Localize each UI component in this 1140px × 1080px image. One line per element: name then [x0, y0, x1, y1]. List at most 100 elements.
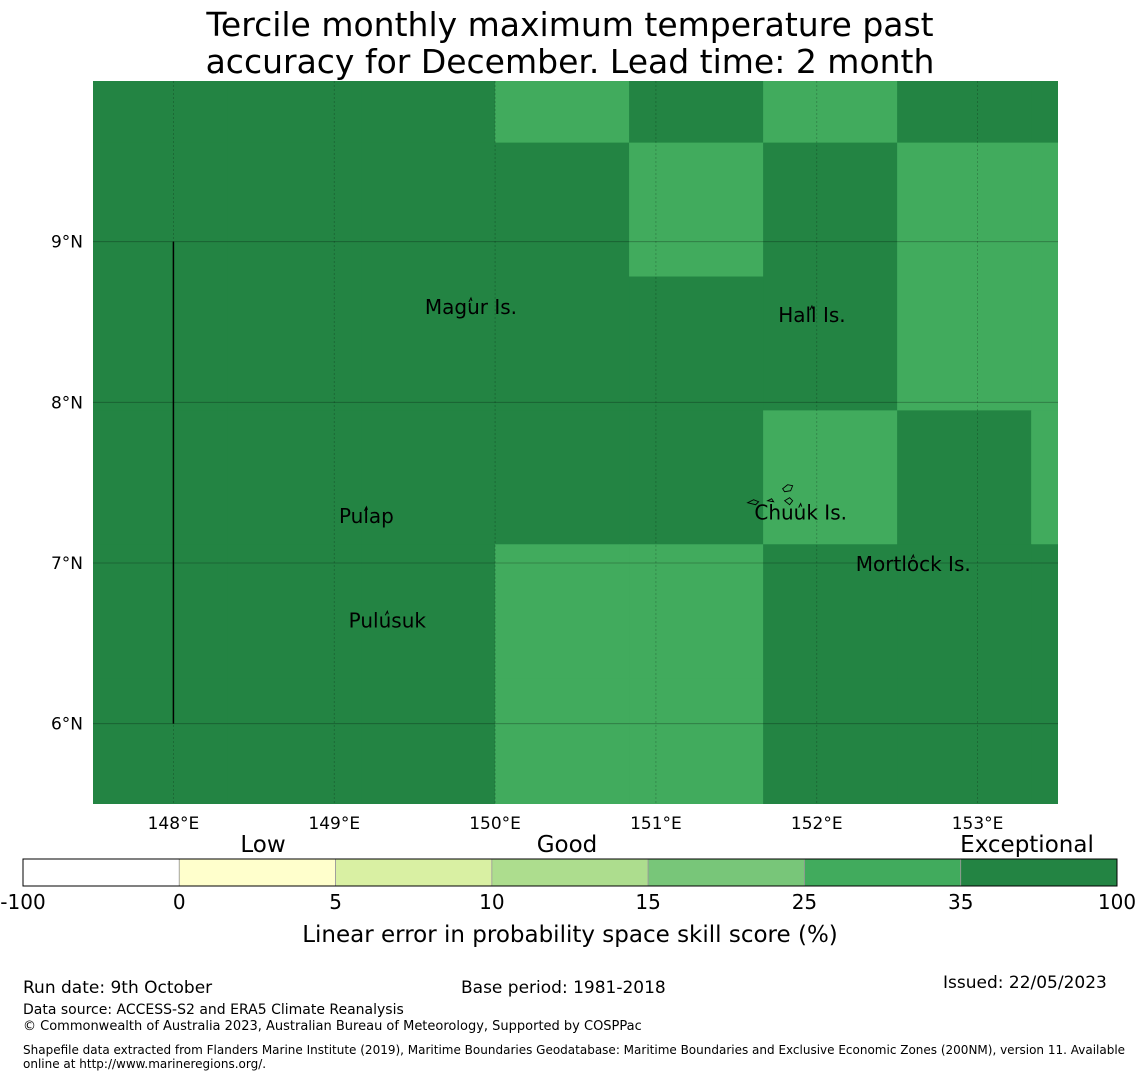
skill-cell — [361, 410, 496, 545]
skill-cell — [495, 142, 630, 277]
map-figure: Magur Is. Hall Is. Pulap Chuuk Is. Mortlock … — [0, 0, 1140, 948]
skill-cell — [897, 544, 1032, 679]
colorbar-tick-label: 35 — [948, 890, 973, 914]
skill-cell — [629, 276, 764, 411]
skill-cell — [361, 678, 496, 804]
skill-cell — [227, 81, 362, 144]
skill-cell — [763, 0, 898, 9]
chart-title: Tercile monthly maximum temperature past… — [0, 6, 1140, 80]
colorbar-category-label: Exceptional — [960, 832, 1094, 858]
latitude-tick-label: 9°N — [51, 233, 83, 253]
colorbar-segment — [22, 858, 180, 887]
latitude-tick-label: 8°N — [51, 393, 83, 413]
skill-cell — [629, 678, 764, 804]
colorbar-tick-label: 5 — [329, 890, 342, 914]
island-label: Pulusuk — [349, 608, 427, 632]
colorbar-segment — [335, 858, 493, 887]
colorbar-segment — [491, 858, 649, 887]
skill-cell — [361, 142, 496, 277]
longitude-tick-label: 151°E — [630, 814, 682, 834]
skill-cell — [227, 544, 362, 679]
longitude-tick-label: 148°E — [148, 814, 200, 834]
colorbar-tick-label: 100 — [1098, 890, 1136, 914]
colorbar-segment — [647, 858, 805, 887]
skill-cell — [361, 81, 496, 144]
skill-cell — [629, 142, 764, 277]
island-label: Pulap — [339, 504, 394, 528]
colorbar-segment — [960, 858, 1118, 887]
skill-cell — [93, 276, 228, 411]
island-label: Magur Is. — [425, 295, 517, 319]
skill-cell — [227, 678, 362, 804]
skill-cell — [763, 544, 898, 679]
skill-cell — [361, 0, 496, 9]
island-outline — [468, 296, 473, 303]
skill-cell — [897, 142, 1032, 277]
colorbar-frame — [22, 858, 1118, 887]
skill-cell — [1031, 81, 1058, 144]
skill-cell — [227, 276, 362, 411]
colorbar-axis-label: Linear error in probability space skill … — [302, 922, 838, 948]
longitude-tick-label: 152°E — [791, 814, 843, 834]
skill-cell — [629, 410, 764, 545]
skill-cell — [93, 678, 228, 804]
colorbar-category-label: Good — [537, 832, 598, 858]
skill-cell — [1031, 678, 1058, 804]
skill-cell — [93, 81, 228, 144]
base-period: Base period: 1981-2018 — [461, 978, 666, 998]
island-outline — [910, 553, 915, 560]
skill-cell — [227, 0, 362, 9]
skill-cell — [763, 678, 898, 804]
skill-cell — [495, 81, 630, 144]
skill-cell — [629, 0, 764, 9]
colorbar-tick-label: 10 — [479, 890, 504, 914]
skill-cell — [361, 544, 496, 679]
island-label: Hall Is. — [778, 303, 845, 327]
skill-cell — [629, 544, 764, 679]
colorbar-tick-label: -100 — [0, 890, 45, 914]
skill-cell — [495, 678, 630, 804]
latitude-tick-label: 7°N — [51, 554, 83, 574]
skill-cell — [93, 544, 228, 679]
skill-cell — [93, 0, 228, 9]
skill-cell — [763, 410, 898, 545]
run-date: Run date: 9th October — [23, 978, 213, 998]
skill-cell — [495, 410, 630, 545]
island-outline — [809, 304, 814, 311]
skill-cell — [897, 410, 1032, 545]
island-outline — [384, 609, 389, 616]
colorbar-segment — [178, 858, 336, 887]
skill-cell — [629, 81, 764, 144]
skill-cell — [897, 276, 1032, 411]
skill-cell — [227, 410, 362, 545]
skill-cell — [763, 276, 898, 411]
colorbar-tick-label: 15 — [635, 890, 660, 914]
longitude-tick-label: 150°E — [469, 814, 521, 834]
island-label: Chuuk Is. — [754, 501, 847, 525]
skill-cell — [897, 81, 1032, 144]
skill-cell — [1031, 276, 1058, 411]
longitude-tick-label: 153°E — [952, 814, 1004, 834]
skill-cell — [1031, 142, 1058, 277]
skill-cell — [1031, 544, 1058, 679]
skill-cell — [1031, 0, 1140, 9]
copyright: © Commonwealth of Australia 2023, Austra… — [23, 1019, 642, 1034]
skill-cell — [495, 544, 630, 679]
colorbar-category-label: Low — [240, 832, 285, 858]
colorbar-tick-label: 0 — [173, 890, 186, 914]
skill-cell — [93, 142, 228, 277]
data-source: Data source: ACCESS-S2 and ERA5 Climate … — [23, 1002, 404, 1018]
skill-cell — [93, 410, 228, 545]
skill-cell — [227, 142, 362, 277]
skill-cell — [495, 0, 630, 9]
shapefile-line-2: online at http://www.marineregions.org/. — [23, 1057, 267, 1071]
skill-cell — [1031, 410, 1058, 545]
island-label: Mortlock Is. — [856, 552, 971, 576]
skill-cell — [495, 276, 630, 411]
issued-date: Issued: 22/05/2023 — [943, 973, 1107, 993]
shapefile-line-1: Shapefile data extracted from Flanders M… — [23, 1043, 1126, 1057]
title-line-2: accuracy for December. Lead time: 2 mont… — [205, 42, 935, 81]
island-outline — [798, 502, 803, 508]
skill-cell — [763, 142, 898, 277]
skill-cell — [763, 81, 898, 144]
